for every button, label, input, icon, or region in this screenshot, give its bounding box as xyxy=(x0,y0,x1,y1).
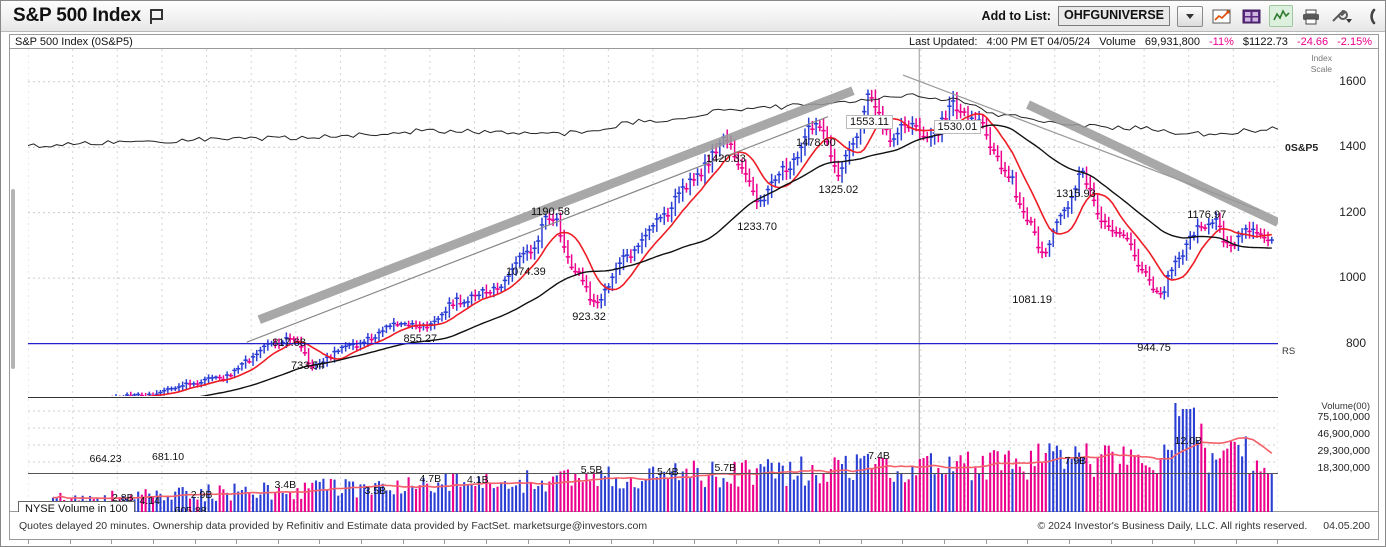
last-updated-label: Last Updated: xyxy=(908,35,978,48)
volume-annotation: 3.5B xyxy=(364,485,387,497)
price-annotation: 1315.93 xyxy=(1056,187,1096,200)
volume-annotation: 7.4B xyxy=(868,450,890,462)
price-annotation: 1420.33 xyxy=(706,153,746,166)
page-title: S&P 500 Index xyxy=(13,5,142,26)
volume-annotation: 4.7B xyxy=(419,473,442,485)
pane-divider xyxy=(28,397,1278,398)
price-annotation: 1553.11 xyxy=(846,114,893,129)
price-chart-svg xyxy=(28,49,1278,396)
volume-chart-svg xyxy=(28,399,1278,521)
price-annotation: 855.27 xyxy=(403,332,438,345)
vertical-scroll-handle[interactable] xyxy=(11,189,15,369)
price-annotation: 1190.58 xyxy=(531,205,570,218)
volume-change: -11% xyxy=(1208,35,1234,48)
volume-annotation: 4.14 xyxy=(139,495,160,507)
add-to-list-label: Add to List: xyxy=(981,9,1051,23)
volume-label: Volume xyxy=(1099,35,1136,48)
settings-wrench-icon[interactable] xyxy=(1329,5,1353,27)
wave-chart-icon[interactable] xyxy=(1269,5,1293,27)
symbol-name: S&P 500 Index (0S&P5) xyxy=(15,35,133,48)
price-change: -24.66 xyxy=(1296,35,1329,48)
price-annotation: 1081.19 xyxy=(1012,293,1053,306)
volume-annotation: 7.9B xyxy=(1064,455,1087,467)
flag-icon[interactable] xyxy=(150,8,164,24)
volume-axis-tick: 75,100,000 xyxy=(1317,411,1370,423)
volume-annotation: 3.4B xyxy=(274,479,297,491)
price-annotation: 817.68 xyxy=(272,337,306,349)
price-axis-tick: 1400 xyxy=(1339,139,1366,154)
price-annotation: 733.54 xyxy=(291,359,325,372)
volume-axis-tick: 29,300,000 xyxy=(1317,445,1370,457)
volume-baseline xyxy=(28,473,1278,474)
volume-value: 69,931,800 xyxy=(1144,35,1200,48)
footer-bar: Quotes delayed 20 minutes. Ownership dat… xyxy=(9,512,1379,540)
volume-annotation: 2.9B xyxy=(190,489,213,501)
quote-bar: S&P 500 Index (0S&P5) Last Updated: 4:00… xyxy=(9,34,1379,49)
price-change-percent: -2.15% xyxy=(1337,35,1372,48)
volume-axis-head: Volume(00) xyxy=(1321,401,1370,412)
title-bar: S&P 500 Index Add to List: OHFGUNIVERSE xyxy=(1,1,1385,32)
disclaimer-text: Quotes delayed 20 minutes. Ownership dat… xyxy=(19,519,648,532)
last-price: $1122.73 xyxy=(1242,35,1288,48)
volume-annotation: 5.4B xyxy=(657,466,679,478)
volume-pane[interactable] xyxy=(28,399,1278,521)
list-dropdown-button[interactable] xyxy=(1177,5,1203,27)
index-scale-head-2: Scale xyxy=(1310,64,1332,74)
price-annotation: 1233.70 xyxy=(737,220,778,233)
print-icon[interactable] xyxy=(1299,5,1323,27)
chevron-down-icon xyxy=(1186,13,1194,19)
volume-annotation: 664.23 xyxy=(89,453,122,465)
price-annotation: 1176.97 xyxy=(1187,208,1227,221)
volume-annotation: 4.1B xyxy=(467,474,489,486)
price-annotation: 1074.39 xyxy=(506,265,546,278)
footer-date: 04.05.200 xyxy=(1323,519,1370,532)
volume-axis-tick: 46,900,000 xyxy=(1317,428,1370,440)
volume-annotation: 681.10 xyxy=(152,451,185,463)
last-updated-time: 4:00 PM ET 04/05/24 xyxy=(986,35,1091,48)
price-axis-tick: 1600 xyxy=(1339,73,1366,88)
volume-axis-tick: 18,300,000 xyxy=(1317,462,1370,474)
price-axis-tick: 1200 xyxy=(1339,204,1366,219)
volume-annotation: 12.0B xyxy=(1174,435,1202,447)
chart-frame: NYSE Volume in 100 733.54 817.68 855.27 107… xyxy=(9,49,1379,544)
price-annotation: 923.32 xyxy=(572,310,606,323)
symbol-tag: 0S&P5 xyxy=(1285,142,1319,154)
price-axis-tick: 1000 xyxy=(1339,270,1366,285)
index-scale-head-1: Index xyxy=(1311,53,1332,63)
price-annotation: 944.75 xyxy=(1137,342,1171,355)
grid-view-icon[interactable] xyxy=(1239,5,1263,27)
chart-icon[interactable] xyxy=(1209,5,1233,27)
price-annotation: 1530.01 xyxy=(933,120,982,135)
axis-area: Index Scale 1600 1400 1200 1000 800 75,100,0… xyxy=(1278,49,1378,521)
price-axis-tick: 800 xyxy=(1345,335,1366,350)
rs-tag: RS xyxy=(1282,346,1296,357)
volume-annotation: 5.5B xyxy=(580,464,603,476)
phone-icon[interactable] xyxy=(1359,5,1383,27)
price-annotation: 1325.02 xyxy=(818,184,859,197)
volume-annotation: 2.8B xyxy=(112,492,134,504)
volume-annotation: 5.7B xyxy=(714,462,737,474)
price-annotation: 1478.00 xyxy=(796,137,836,150)
copyright-text: © 2024 Investor's Business Daily, LLC. A… xyxy=(1037,519,1308,532)
list-name-field[interactable]: OHFGUNIVERSE xyxy=(1057,6,1170,26)
price-pane[interactable] xyxy=(28,49,1278,396)
toolbar: Add to List: OHFGUNIVERSE xyxy=(981,5,1385,27)
